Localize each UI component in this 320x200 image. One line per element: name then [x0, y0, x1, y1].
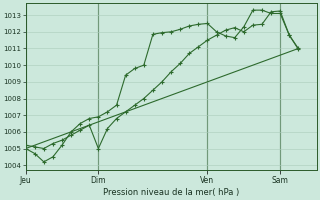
X-axis label: Pression niveau de la mer( hPa ): Pression niveau de la mer( hPa )	[103, 188, 239, 197]
